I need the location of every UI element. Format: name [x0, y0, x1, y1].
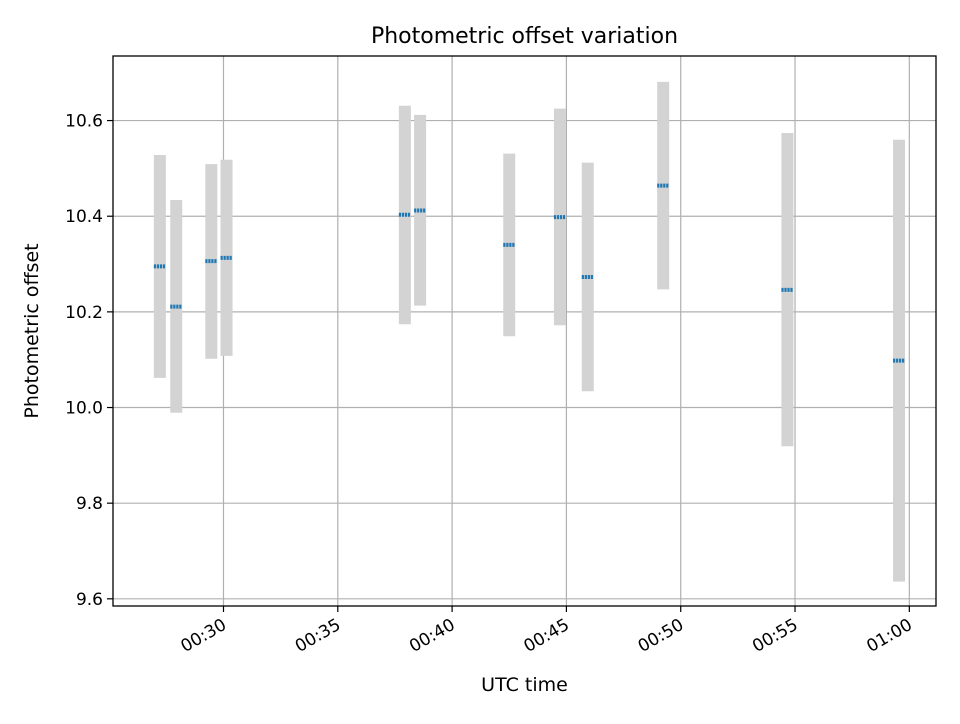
grid-layer: [113, 56, 936, 606]
y-tick-label: 9.6: [76, 590, 103, 610]
y-tick-label: 10.4: [65, 207, 103, 227]
y-tick-label: 9.8: [76, 494, 103, 514]
y-tick-label: 10.6: [65, 112, 103, 132]
y-tick-label: 10.0: [65, 399, 103, 419]
x-axis-label: UTC time: [481, 674, 568, 696]
y-axis-label: Photometric offset: [21, 243, 43, 418]
chart-title: Photometric offset variation: [371, 24, 678, 49]
y-tick-label: 10.2: [65, 303, 103, 323]
plot-frame: [112, 55, 937, 607]
data-layer: [153, 81, 906, 582]
